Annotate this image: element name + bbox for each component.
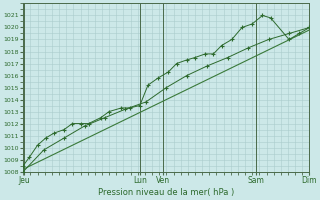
X-axis label: Pression niveau de la mer( hPa ): Pression niveau de la mer( hPa ) [98,188,235,197]
